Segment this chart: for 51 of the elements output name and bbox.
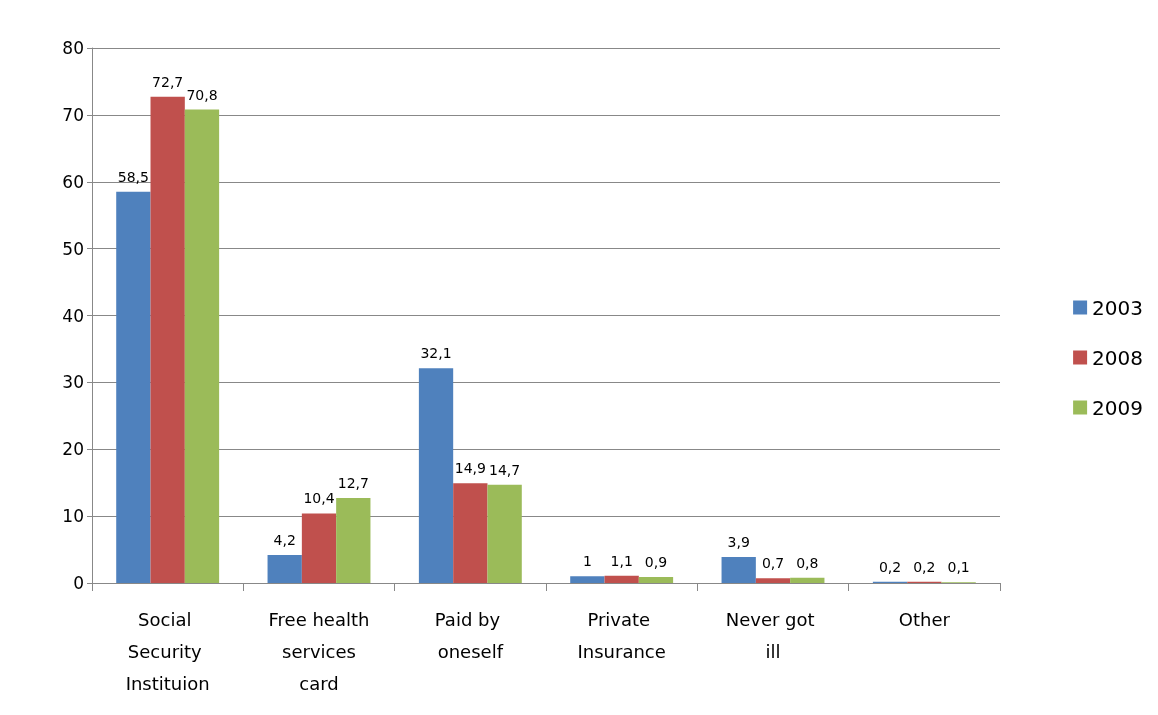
y-tick-label: 80	[62, 38, 84, 58]
bar	[301, 513, 337, 583]
x-tick-label: Never got ill	[725, 608, 821, 662]
bar	[418, 368, 454, 583]
legend-label: 2008	[1092, 345, 1144, 370]
y-tick-label: 0	[73, 573, 84, 593]
data-label: 0,8	[796, 554, 819, 571]
data-label: 10,4	[303, 490, 335, 507]
data-label: 32,1	[420, 345, 452, 362]
data-label: 4,2	[273, 531, 296, 548]
bar	[721, 556, 756, 583]
y-tick-label: 70	[62, 104, 84, 125]
x-tick-label: Social Security Instituion	[125, 608, 210, 694]
bar	[570, 576, 605, 583]
legend-label: 2009	[1092, 395, 1144, 420]
data-label: 70,8	[186, 86, 218, 103]
y-tick-label: 40	[62, 305, 84, 326]
bar	[755, 578, 791, 583]
bar	[638, 576, 674, 583]
bar	[487, 484, 522, 583]
x-tick-label: Other	[898, 608, 951, 630]
data-label: 14,9	[454, 460, 486, 477]
data-label: 3,9	[727, 533, 750, 550]
data-label: 14,7	[489, 461, 521, 478]
data-label: 0,9	[644, 553, 668, 570]
bar	[267, 554, 302, 583]
data-label: 12,7	[337, 475, 369, 492]
data-label: 58,5	[117, 168, 149, 185]
x-tick-label: Paid by oneself	[434, 608, 506, 662]
y-tick-label: 30	[62, 372, 84, 393]
bar	[150, 96, 185, 583]
data-label: 0,7	[761, 555, 785, 572]
y-tick-label: 50	[62, 238, 84, 259]
bar	[336, 498, 371, 583]
bar	[453, 483, 488, 583]
legend-label: 2003	[1092, 295, 1144, 320]
data-label: 0,2	[878, 558, 902, 575]
x-tick-label: Private Insurance	[577, 608, 666, 662]
bar	[184, 109, 220, 583]
bar	[116, 191, 151, 583]
y-tick-label: 10	[62, 506, 84, 527]
x-tick-label: Free health services card	[268, 608, 370, 694]
data-label: 0,1	[947, 559, 970, 576]
data-label: 1,1	[610, 552, 633, 569]
bar	[604, 575, 639, 583]
y-tick-label: 60	[62, 171, 84, 192]
y-tick-label: 20	[62, 439, 84, 460]
data-label: 1	[582, 553, 592, 570]
data-label: 72,7	[152, 73, 184, 90]
data-label: 0,2	[913, 558, 936, 575]
bar	[790, 577, 825, 583]
